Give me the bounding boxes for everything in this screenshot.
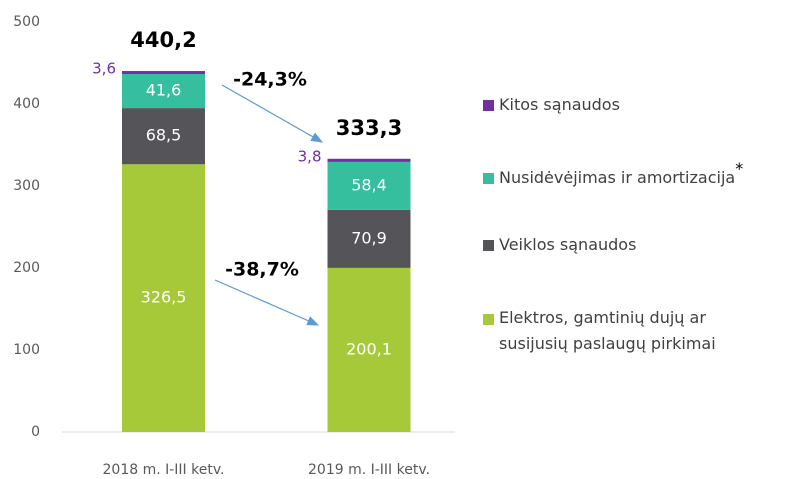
legend-label: Veiklos sąnaudos xyxy=(499,235,637,254)
legend-swatch xyxy=(483,100,494,111)
bar-segment xyxy=(327,209,411,268)
arrow xyxy=(214,279,320,326)
legend-item: Veiklos sąnaudos xyxy=(483,235,636,254)
data-label: 58,4 xyxy=(351,175,387,194)
x-tick-label: 2019 m. I-III ketv. xyxy=(308,462,430,478)
data-label: 70,9 xyxy=(351,228,387,247)
change-annotation: -38,7% xyxy=(225,259,299,281)
data-label: 200,1 xyxy=(346,339,392,358)
total-label: 440,2 xyxy=(130,28,196,52)
legend-swatch xyxy=(483,240,494,251)
data-label: 3,8 xyxy=(298,147,322,165)
bar-segment xyxy=(122,73,205,109)
data-label: 41,6 xyxy=(146,81,182,100)
y-tick-label: 0 xyxy=(31,424,40,440)
y-tick-label: 200 xyxy=(13,260,40,276)
bar-segment xyxy=(327,267,411,432)
data-label: 3,6 xyxy=(92,60,116,78)
y-tick-label: 100 xyxy=(13,342,40,358)
legend-swatch xyxy=(483,314,494,325)
bar-segment xyxy=(327,161,411,210)
legend-item: Kitos sąnaudos xyxy=(483,95,620,114)
bar-segment xyxy=(122,164,205,432)
legend-label: Elektros, gamtinių dujų ar susijusių pas… xyxy=(499,308,716,353)
legend-item: Nusidėvėjimas ir amortizacija * xyxy=(483,159,743,187)
arrow xyxy=(221,84,324,143)
legend-swatch xyxy=(483,173,494,184)
legend-label: Kitos sąnaudos xyxy=(499,95,620,114)
footnote-mark: * xyxy=(735,159,744,178)
change-annotation: -24,3% xyxy=(233,69,307,91)
x-tick-label: 2018 m. I-III ketv. xyxy=(103,462,225,478)
bar-segment xyxy=(122,108,205,165)
y-tick-label: 300 xyxy=(13,178,40,194)
bar-segment xyxy=(122,71,205,74)
total-label: 333,3 xyxy=(336,116,402,140)
legend-item: Elektros, gamtinių dujų ar susijusių pas… xyxy=(483,308,764,357)
y-tick-label: 400 xyxy=(13,96,40,112)
legend-label: Nusidėvėjimas ir amortizacija xyxy=(499,168,736,187)
y-tick-label: 500 xyxy=(13,14,40,30)
data-label: 68,5 xyxy=(146,126,182,145)
bar-segment xyxy=(327,158,411,162)
data-label: 326,5 xyxy=(141,288,187,307)
